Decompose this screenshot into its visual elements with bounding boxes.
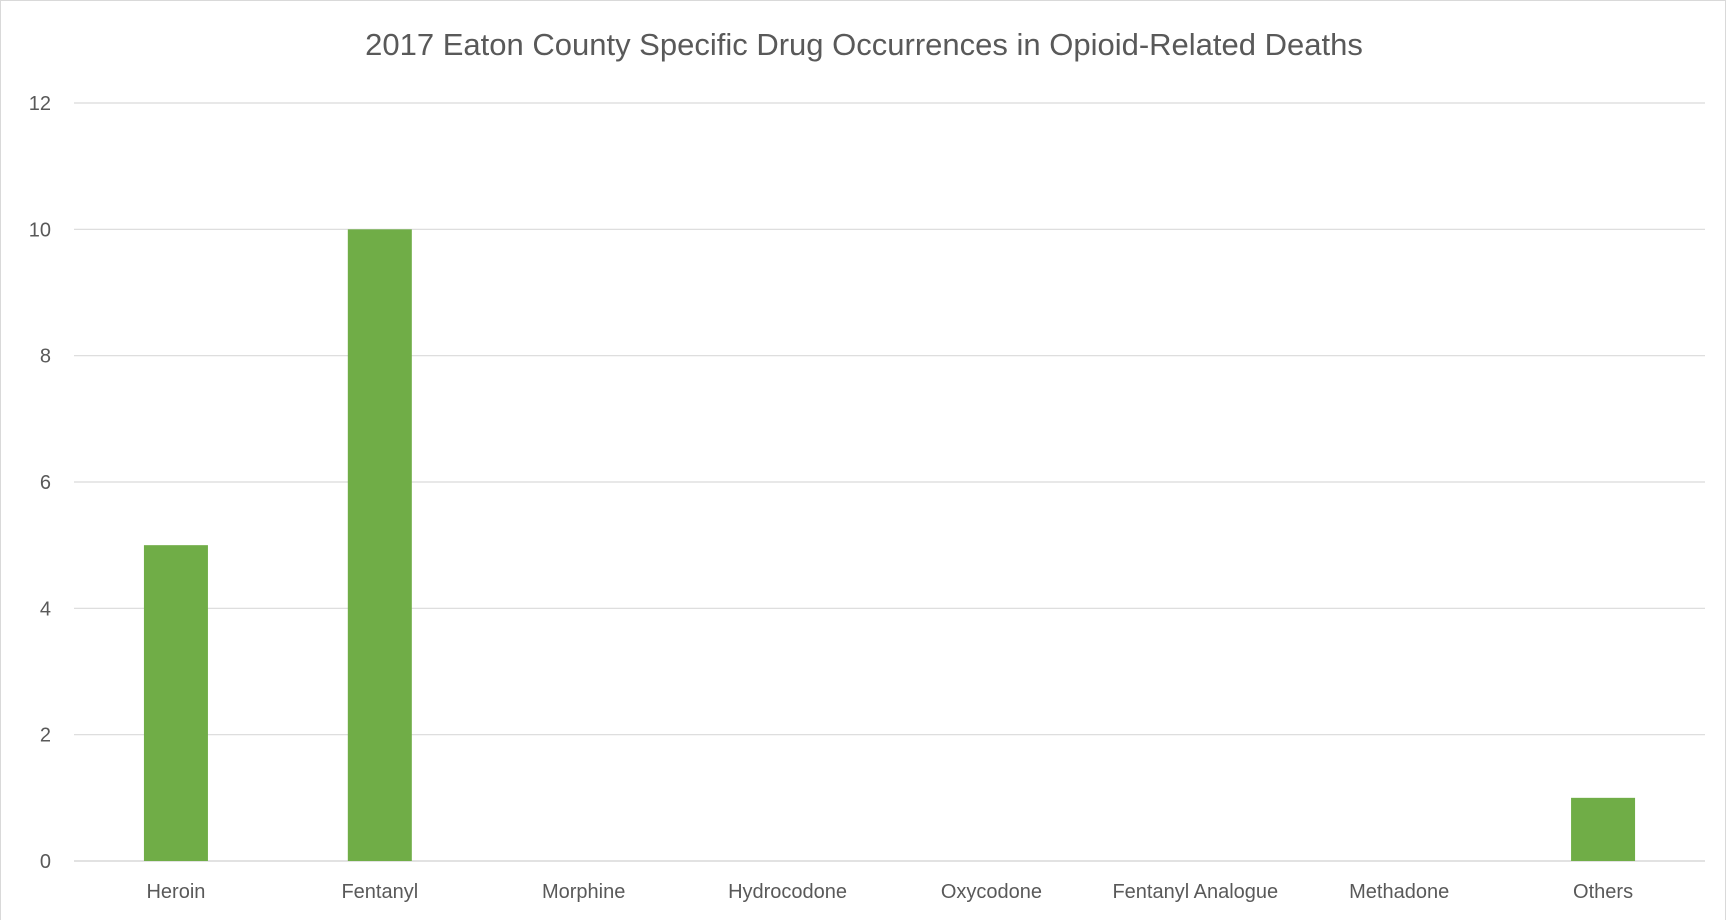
x-tick-label: Heroin	[146, 881, 205, 903]
x-tick-label: Fentanyl	[341, 881, 418, 903]
y-tick-label: 4	[40, 598, 51, 620]
bars	[143, 229, 1636, 862]
x-tick-label: Fentanyl Analogue	[1112, 881, 1278, 903]
y-tick-label: 10	[29, 219, 51, 241]
bar-fentanyl	[347, 229, 412, 862]
gridlines	[74, 102, 1705, 862]
y-tick-label: 2	[40, 725, 51, 747]
x-tick-label: Hydrocodone	[728, 881, 847, 903]
x-tick-label: Oxycodone	[941, 881, 1042, 903]
bar-others	[1571, 797, 1636, 861]
y-tick-label: 6	[40, 472, 51, 494]
x-axis-ticks: Heroin Fentanyl Morphine Hydrocodone Oxycodo…	[146, 881, 1633, 903]
y-tick-label: 8	[40, 346, 51, 368]
bar-heroin	[143, 545, 208, 861]
y-axis-ticks: 0 2 4 6 8 10 12	[29, 93, 51, 873]
x-tick-label: Others	[1573, 881, 1633, 903]
x-tick-label: Methadone	[1349, 881, 1449, 903]
x-tick-label: Morphine	[542, 881, 625, 903]
y-tick-label: 12	[29, 93, 51, 115]
y-tick-label: 0	[40, 851, 51, 873]
chart-title: 2017 Eaton County Specific Drug Occurren…	[365, 27, 1363, 62]
